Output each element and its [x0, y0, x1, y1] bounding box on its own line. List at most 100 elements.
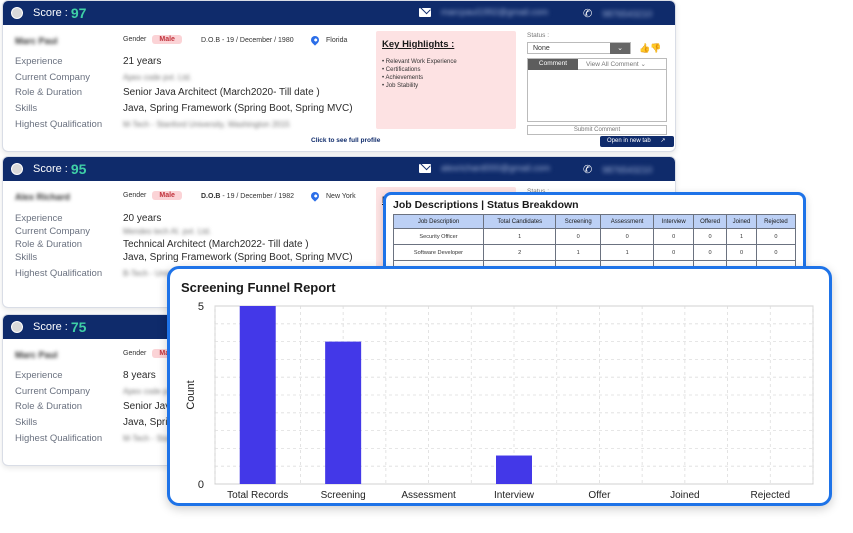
- label-skills: Skills: [15, 252, 38, 263]
- location-pin-icon: [309, 190, 321, 202]
- tab-view-all-comment[interactable]: View All Comment ⌄: [578, 59, 666, 70]
- email-contact[interactable]: alexrichard000@gmail.com: [419, 163, 550, 173]
- label-experience: Experience: [15, 56, 63, 67]
- x-tick-label: Total Records: [227, 490, 288, 501]
- chevron-down-icon: ⌄: [610, 42, 630, 54]
- x-tick-label: Offer: [588, 490, 611, 501]
- screening-funnel-panel: Screening Funnel Report 0 5 Count Total Rec…: [167, 266, 832, 506]
- score-value: 95: [70, 161, 87, 177]
- count-cell: 0: [755, 244, 797, 261]
- status-select[interactable]: None ⌄: [527, 42, 631, 54]
- phone-contact[interactable]: ✆ 9876543210: [583, 7, 652, 20]
- dob-value: - 19 / December / 1982: [220, 193, 294, 200]
- label-role: Role & Duration: [15, 401, 83, 413]
- score-label: Score :: [33, 321, 68, 333]
- count-cell: 0: [726, 244, 757, 261]
- external-link-icon: ↗: [660, 138, 666, 144]
- submit-comment-button[interactable]: Submit Comment: [527, 125, 667, 135]
- see-full-profile-link[interactable]: Click to see full profile: [311, 137, 381, 144]
- column-header: Joined: [726, 214, 757, 229]
- highlight-item: Relevant Work Experience: [382, 58, 510, 66]
- skills-value: Java, Spring Framework (Spring Boot, Spr…: [123, 103, 353, 115]
- label-qualification: Highest Qualification: [15, 432, 103, 444]
- dob-value: - 19 / December / 1980: [220, 37, 294, 44]
- count-cell: 1: [482, 228, 557, 245]
- email-text: marcpaul1992@gmail.com: [441, 7, 549, 17]
- company-value: Apex code pvt. Ltd.: [123, 72, 192, 82]
- gender-badge: Male: [152, 35, 182, 44]
- column-header: Rejected: [755, 214, 797, 229]
- label-qualification: Highest Qualification: [15, 268, 103, 279]
- select-circle[interactable]: [11, 163, 23, 175]
- select-circle[interactable]: [11, 7, 23, 19]
- comment-box[interactable]: Comment View All Comment ⌄: [527, 58, 667, 122]
- phone-text: 9876543210: [602, 8, 653, 19]
- skills-value: Java, Spring Framework (Spring Boot, Spr…: [123, 252, 353, 263]
- job-description-cell: Security Officer: [393, 228, 484, 245]
- location-field: Florida: [309, 34, 347, 46]
- card-header: Score : 95 alexrichard000@gmail.com ✆ 98…: [3, 157, 675, 181]
- qualification-value: M-Tech - Stanford: [123, 433, 187, 443]
- phone-contact[interactable]: ✆ 9876543210: [583, 163, 652, 176]
- experience-value: 20 years: [123, 213, 162, 224]
- count-cell: 0: [693, 228, 728, 245]
- count-cell: 0: [755, 228, 797, 245]
- key-highlights: Key Highlights : Relevant Work Experienc…: [376, 31, 516, 129]
- column-header: Assessment: [599, 214, 655, 229]
- experience-value: 8 years: [123, 370, 156, 381]
- select-circle[interactable]: [11, 321, 23, 333]
- count-cell: 0: [693, 244, 728, 261]
- count-cell: 0: [653, 244, 695, 261]
- y-axis-label: Count: [185, 380, 197, 409]
- chart-title: Screening Funnel Report: [181, 280, 336, 295]
- table-header-row: Job Description Total Candidates Screening…: [393, 214, 797, 229]
- count-cell: 0: [555, 228, 601, 245]
- highlights-title: Key Highlights :: [382, 39, 455, 50]
- location-value: New York: [326, 192, 356, 200]
- x-tick-label: Assessment: [401, 490, 456, 501]
- funnel-bar-chart: 0 5 Count Total Records Screening Assessment I…: [185, 301, 814, 501]
- email-text: alexrichard000@gmail.com: [441, 163, 551, 173]
- column-header: Interview: [653, 214, 695, 229]
- count-cell: 2: [482, 244, 557, 261]
- chevron-down-icon: ⌄: [640, 61, 646, 68]
- gender-label: Gender: [123, 36, 147, 43]
- experience-value: 21 years: [123, 56, 162, 67]
- column-header: Total Candidates: [482, 214, 557, 229]
- candidate-card-1: Score : 97 marcpaul1992@gmail.com ✆ 9876…: [2, 0, 676, 152]
- field-values: 21 years Apex code pvt. Ltd. Senior Java…: [123, 54, 353, 133]
- highlights-list: Relevant Work Experience Certifications …: [382, 58, 510, 90]
- count-cell: 1: [599, 244, 655, 261]
- dob-label: D.O.B: [201, 37, 221, 44]
- field-labels: Experience Current Company Role & Durati…: [15, 368, 102, 447]
- y-tick-label: 0: [198, 479, 204, 491]
- open-new-tab-button[interactable]: Open in new tab ↗: [600, 136, 674, 147]
- x-tick-label: Rejected: [751, 490, 790, 501]
- company-value: Apex code pvt. Ltd.: [123, 386, 192, 396]
- field-labels: Experience Current Company Role & Durati…: [15, 54, 102, 133]
- phone-icon: ✆: [583, 164, 593, 176]
- qualification-value: M-Tech - Stanford University, Washington…: [123, 119, 290, 129]
- role-value: Technical Architect (March2022- Till dat…: [123, 239, 309, 250]
- thumbs-icon[interactable]: 👍👎: [639, 43, 662, 53]
- status-panel: Status :: [527, 188, 667, 195]
- candidate-name: Marc Paul: [15, 350, 58, 360]
- x-tick-label: Joined: [670, 490, 699, 501]
- gender-label: Gender: [123, 192, 147, 199]
- column-header: Offered: [693, 214, 728, 229]
- label-role: Role & Duration: [15, 239, 83, 250]
- status-label: Status :: [527, 32, 550, 39]
- label-company: Current Company: [15, 226, 90, 237]
- label-experience: Experience: [15, 370, 63, 381]
- candidate-name: Alex Richard: [15, 192, 71, 202]
- view-all-label: View All Comment: [586, 61, 639, 68]
- field-labels: Experience Current Company Role & Durati…: [15, 212, 102, 284]
- field-values: 8 years Apex code pvt. Ltd. Senior Java …: [123, 368, 192, 447]
- dob-field: D.O.B - 19 / December / 1980: [201, 37, 294, 44]
- email-contact[interactable]: marcpaul1992@gmail.com: [419, 7, 548, 17]
- status-value: None: [533, 44, 550, 52]
- tab-comment[interactable]: Comment: [528, 59, 578, 70]
- table-title: Job Descriptions | Status Breakdown: [393, 199, 579, 211]
- skills-value: Java, Spring: [123, 417, 179, 429]
- label-qualification: Highest Qualification: [15, 118, 103, 130]
